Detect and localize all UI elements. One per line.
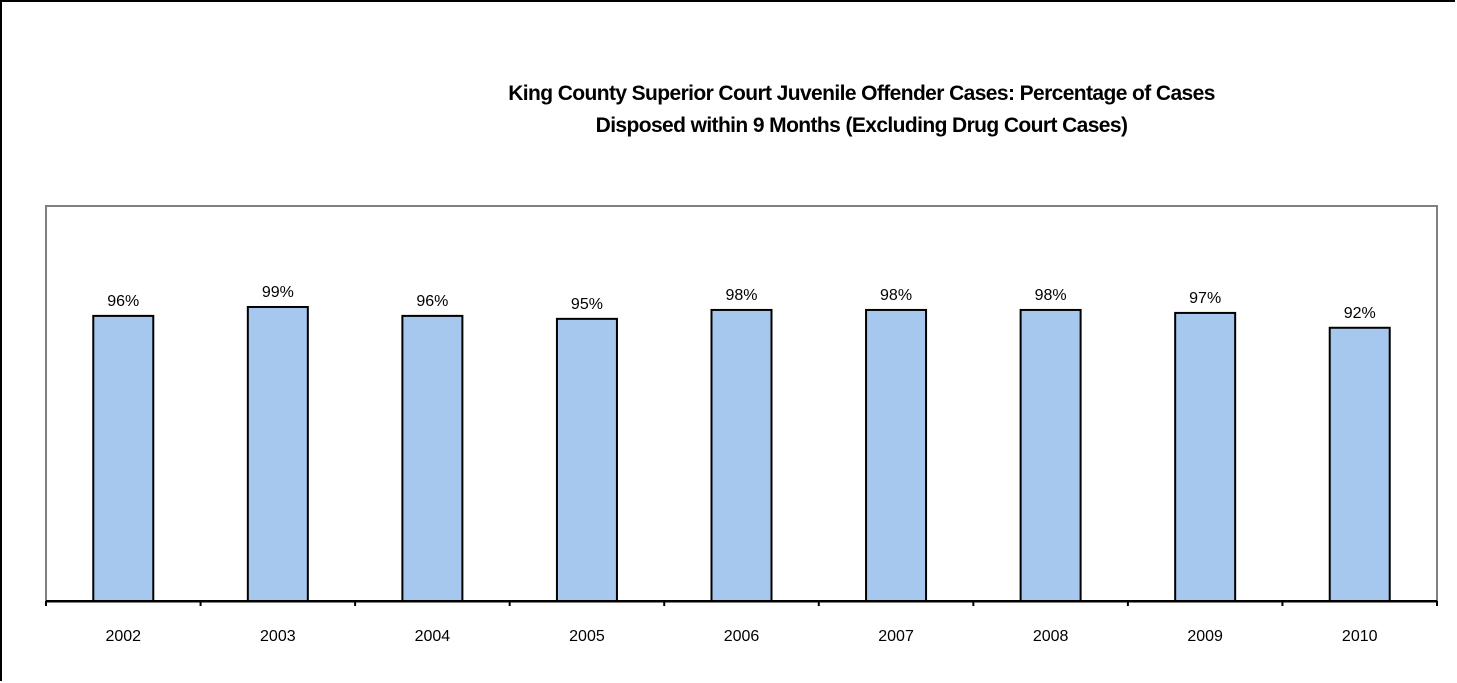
- bar-2002: [92, 314, 155, 602]
- data-label-2007: 98%: [880, 287, 912, 304]
- chart-title-line-1: King County Superior Court Juvenile Offe…: [508, 82, 1215, 105]
- bars: [92, 305, 1391, 602]
- chart-title-line-2: Disposed within 9 Months (Excluding Drug…: [595, 114, 1128, 137]
- bar-2003: [246, 305, 309, 602]
- chart-title: King County Superior Court Juvenile Offe…: [0, 78, 1457, 142]
- x-tick-label-2006: 2006: [724, 628, 760, 645]
- data-label-2010: 92%: [1344, 305, 1376, 322]
- data-label-2009: 97%: [1189, 290, 1221, 307]
- x-tick-label-2009: 2009: [1187, 628, 1223, 645]
- bar-2010: [1328, 326, 1391, 602]
- data-label-2004: 96%: [416, 293, 448, 310]
- bar-2004: [401, 314, 464, 602]
- x-tick-labels: 2002 2003 2004 2005 2006 2007 2008 2009 2010: [105, 628, 1377, 645]
- data-label-2003: 99%: [262, 284, 294, 301]
- x-tick-label-2003: 2003: [260, 628, 296, 645]
- bar-2005: [555, 317, 618, 602]
- bar-2008: [1019, 308, 1082, 602]
- x-tick-label-2008: 2008: [1033, 628, 1069, 645]
- data-labels: 96% 99% 96% 95% 98% 98% 98% 97% 92%: [107, 284, 1375, 322]
- x-tick-label-2007: 2007: [878, 628, 914, 645]
- x-tick-label-2010: 2010: [1342, 628, 1378, 645]
- x-axis-ticks: [45, 601, 1438, 606]
- data-label-2008: 98%: [1035, 287, 1067, 304]
- bar-2007: [865, 308, 928, 602]
- data-label-2006: 98%: [725, 287, 757, 304]
- x-tick-label-2002: 2002: [105, 628, 141, 645]
- bar-2006: [710, 308, 773, 602]
- x-tick-label-2004: 2004: [415, 628, 451, 645]
- data-label-2005: 95%: [571, 296, 603, 313]
- data-label-2002: 96%: [107, 293, 139, 310]
- x-tick-label-2005: 2005: [569, 628, 605, 645]
- bar-2009: [1174, 311, 1237, 602]
